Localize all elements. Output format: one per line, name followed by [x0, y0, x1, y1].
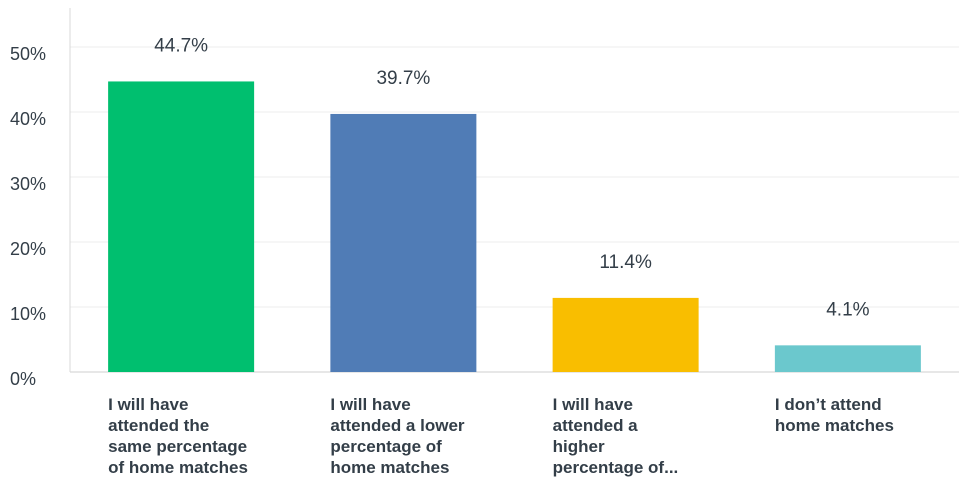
category-label-line: I will have: [552, 395, 633, 414]
category-label-line: I will have: [108, 395, 189, 414]
value-label: 39.7%: [376, 68, 430, 89]
value-labels: 44.7% 39.7% 11.4% 4.1%: [154, 35, 869, 320]
bar: [108, 81, 255, 372]
bars: [108, 81, 921, 372]
bar: [552, 297, 699, 372]
value-label: 11.4%: [599, 252, 652, 273]
value-label: 44.7%: [154, 35, 208, 56]
y-tick-label: 50%: [10, 44, 46, 64]
value-label: 4.1%: [826, 299, 869, 320]
category-label-line: higher: [552, 437, 605, 456]
category-label: I will have attended a lower percentage of…: [330, 394, 505, 478]
category-label-line: home matches: [774, 416, 894, 435]
y-tick-label: 0%: [10, 369, 36, 389]
category-label-line: percentage of: [330, 437, 442, 456]
y-tick-label: 40%: [10, 109, 46, 129]
category-label-line: attended a: [552, 416, 638, 435]
y-tick-label: 10%: [10, 304, 46, 324]
bar: [774, 345, 921, 372]
category-label: I will have attended the same percentage of…: [108, 394, 283, 478]
category-label-line: of home matches: [108, 458, 248, 477]
category-label-line: percentage of...: [552, 458, 679, 477]
y-tick-label: 30%: [10, 174, 46, 194]
category-label-line: I don’t attend: [774, 395, 882, 414]
category-label-line: same percentage: [108, 437, 248, 456]
category-label-line: attended a lower: [330, 416, 465, 435]
category-label-line: home matches: [330, 458, 450, 477]
category-label: I don’t attend home matches: [775, 394, 950, 436]
bar: [330, 113, 477, 372]
category-label: I will have attended a higher percentage of…: [553, 394, 728, 478]
y-tick-label: 20%: [10, 239, 46, 259]
y-axis-ticks: 0% 10% 20% 30% 40% 50%: [10, 44, 46, 389]
category-label-line: I will have: [330, 395, 411, 414]
category-label-line: attended the: [108, 416, 210, 435]
